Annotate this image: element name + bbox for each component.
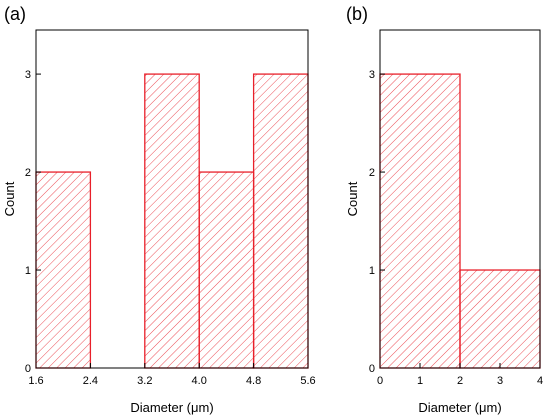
x-tick-label: 4.8	[246, 375, 261, 387]
histogram-bar	[379, 73, 461, 369]
histogram-bar	[35, 171, 92, 369]
bars-a	[35, 73, 309, 369]
y-tick-label: 0	[25, 363, 31, 375]
bars-b	[379, 73, 541, 369]
chart-panel-b: (b) 0 1 2 3 4 0 1 2 3 Diameter (μm) Count	[345, 4, 543, 415]
y-tick-label: 3	[25, 69, 31, 81]
y-tick-label: 2	[25, 167, 31, 179]
y-axis-title-a: Count	[2, 181, 17, 216]
x-tick-label: 3	[497, 375, 503, 387]
x-axis-title-b: Diameter (μm)	[418, 400, 501, 415]
histogram-bar	[144, 73, 200, 369]
chart-panel-a: (a) 1.6 2.4 3.2 4.0 4.8 5.6 0 1 2 3 Diameter (μm)…	[2, 4, 316, 415]
y-tick-label: 3	[369, 69, 375, 81]
y-tick-label: 1	[369, 265, 375, 277]
x-tick-label: 3.2	[137, 375, 152, 387]
y-tick-label: 0	[369, 363, 375, 375]
y-axis-title-b: Count	[345, 181, 360, 216]
x-tick-label: 2	[457, 375, 463, 387]
x-axis-title-a: Diameter (μm)	[130, 400, 213, 415]
histogram-bar	[252, 73, 309, 369]
plot-frame-a	[35, 29, 309, 369]
histogram-bar	[459, 269, 541, 369]
histogram-bar	[198, 171, 255, 369]
ticks-b: 0 1 2 3 4 0 1 2 3	[369, 69, 543, 387]
x-tick-label: 4	[537, 375, 543, 387]
x-tick-label: 1	[417, 375, 423, 387]
panel-label-a: (a)	[4, 4, 26, 24]
x-tick-label: 2.4	[83, 375, 98, 387]
x-tick-label: 1.6	[28, 375, 43, 387]
y-tick-label: 1	[25, 265, 31, 277]
x-tick-label: 0	[377, 375, 383, 387]
x-tick-label: 4.0	[192, 375, 207, 387]
ticks-a: 1.6 2.4 3.2 4.0 4.8 5.6 0 1 2 3	[25, 69, 316, 387]
panel-label-b: (b)	[346, 4, 368, 24]
x-tick-label: 5.6	[300, 375, 315, 387]
y-tick-label: 2	[369, 167, 375, 179]
